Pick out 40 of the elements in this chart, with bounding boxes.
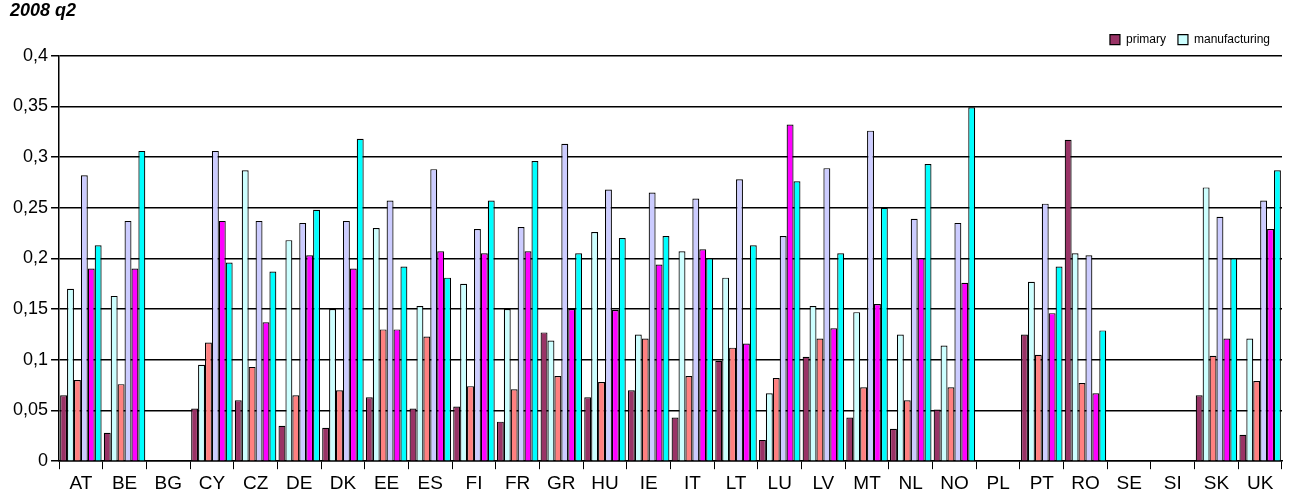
x-tick-label: UK bbox=[1246, 471, 1274, 493]
x-tick-label: BG bbox=[154, 471, 182, 493]
chart-title: 2008 q2 bbox=[9, 0, 77, 20]
x-tick-label: EE bbox=[373, 471, 400, 493]
x-tick-label: NO bbox=[940, 471, 969, 493]
legend-label: manufacturing bbox=[1193, 31, 1270, 46]
y-tick-label: 0,1 bbox=[23, 348, 49, 369]
legend-label: primary bbox=[1125, 31, 1166, 46]
x-tick-label: IE bbox=[639, 471, 658, 493]
x-tick-label: DE bbox=[286, 471, 313, 493]
x-tick-label: BE bbox=[111, 471, 138, 493]
x-tick-label: FI bbox=[465, 471, 483, 493]
x-tick-label: LU bbox=[767, 471, 792, 493]
x-tick-label: IT bbox=[683, 471, 702, 493]
x-tick-label: FR bbox=[504, 471, 531, 493]
x-tick-label: MT bbox=[853, 471, 882, 493]
x-tick-label: HU bbox=[591, 471, 619, 493]
x-tick-label: SK bbox=[1203, 471, 1230, 493]
y-tick-label: 0,25 bbox=[12, 196, 49, 217]
x-tick-label: SI bbox=[1163, 471, 1182, 493]
y-tick-label: 0,4 bbox=[23, 44, 49, 65]
y-tick-label: 0,35 bbox=[12, 95, 49, 116]
y-tick-label: 0,15 bbox=[12, 298, 49, 319]
x-tick-label: CY bbox=[198, 471, 226, 493]
x-tick-label: GR bbox=[547, 471, 576, 493]
x-tick-label: AT bbox=[69, 471, 93, 493]
y-tick-label: 0,2 bbox=[23, 247, 49, 268]
x-tick-label: LT bbox=[725, 471, 747, 493]
x-tick-label: PL bbox=[986, 471, 1010, 493]
y-tick-label: 0,05 bbox=[12, 399, 49, 420]
x-tick-label: NL bbox=[898, 471, 923, 493]
x-tick-label: CZ bbox=[242, 471, 269, 493]
x-tick-label: DK bbox=[329, 471, 357, 493]
x-tick-label: ES bbox=[417, 471, 443, 493]
x-tick-label: RO bbox=[1071, 471, 1100, 493]
x-tick-label: LV bbox=[812, 471, 835, 493]
x-tick-label: PT bbox=[1029, 471, 1055, 493]
y-tick-label: 0,3 bbox=[23, 145, 49, 166]
x-tick-label: SE bbox=[1116, 471, 1142, 493]
y-tick-label: 0 bbox=[38, 450, 49, 471]
